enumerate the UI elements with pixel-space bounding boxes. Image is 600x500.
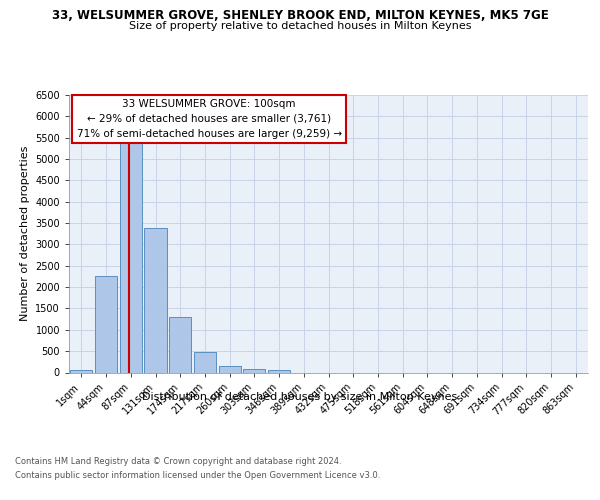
Bar — [169, 316, 191, 372]
Text: 33 WELSUMMER GROVE: 100sqm
← 29% of detached houses are smaller (3,761)
71% of s: 33 WELSUMMER GROVE: 100sqm ← 29% of deta… — [77, 99, 341, 139]
Bar — [194, 352, 216, 372]
Bar — [119, 140, 142, 372]
Text: 33, WELSUMMER GROVE, SHENLEY BROOK END, MILTON KEYNES, MK5 7GE: 33, WELSUMMER GROVE, SHENLEY BROOK END, … — [52, 9, 548, 22]
Bar — [268, 370, 290, 372]
Text: Distribution of detached houses by size in Milton Keynes: Distribution of detached houses by size … — [142, 392, 458, 402]
Bar — [70, 370, 92, 372]
Text: Contains HM Land Registry data © Crown copyright and database right 2024.: Contains HM Land Registry data © Crown c… — [15, 458, 341, 466]
Text: Size of property relative to detached houses in Milton Keynes: Size of property relative to detached ho… — [129, 21, 471, 31]
Bar — [243, 369, 265, 372]
Bar — [218, 366, 241, 372]
Bar — [145, 228, 167, 372]
Bar — [95, 276, 117, 372]
Y-axis label: Number of detached properties: Number of detached properties — [20, 146, 29, 322]
Text: Contains public sector information licensed under the Open Government Licence v3: Contains public sector information licen… — [15, 471, 380, 480]
